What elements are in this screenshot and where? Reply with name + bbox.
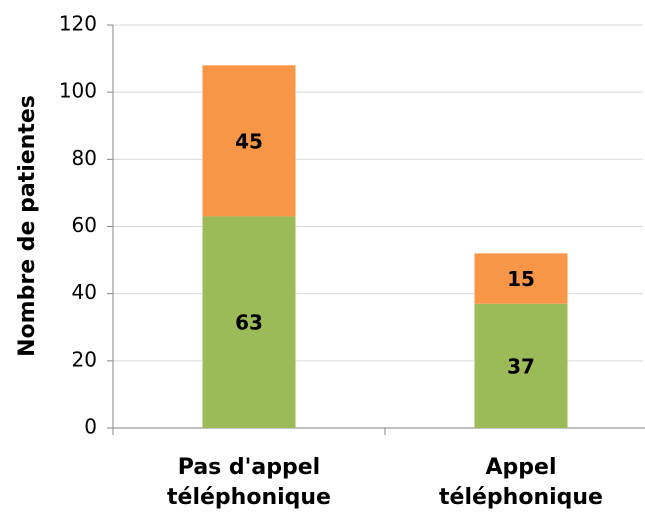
y-axis-label: Nombre de patientes (15, 95, 40, 357)
data-label: 63 (235, 311, 263, 335)
data-label: 15 (507, 267, 535, 291)
y-tick-label: 80 (72, 146, 97, 170)
y-tick-label: 40 (72, 280, 97, 304)
bar-segment (202, 216, 296, 428)
bar-segment (474, 303, 568, 428)
x-tick-label: Appel téléphonique (439, 455, 603, 510)
y-tick-label: 60 (72, 213, 97, 237)
y-tick-label: 0 (84, 415, 97, 439)
y-tick-label: 20 (72, 347, 97, 371)
y-tick-label: 100 (59, 79, 97, 103)
bar-segment (474, 253, 568, 304)
y-tick-label: 120 (59, 12, 97, 36)
data-label: 45 (235, 129, 263, 153)
x-tick-label: Pas d'appel téléphonique (167, 455, 331, 510)
data-label: 37 (507, 354, 535, 378)
bar-segment (202, 65, 296, 217)
